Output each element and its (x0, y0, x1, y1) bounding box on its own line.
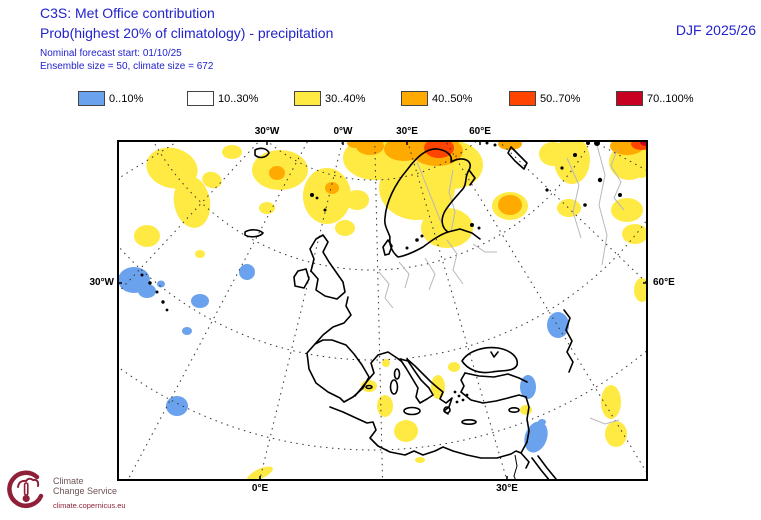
legend-item-40-50: 40..50% (401, 91, 472, 106)
c3s-logo-icon (7, 470, 44, 508)
legend-swatch-50-70 (509, 91, 536, 106)
legend-swatch-70-100 (616, 91, 643, 106)
legend-item-0-10: 0..10% (78, 91, 143, 106)
legend-swatch-40-50 (401, 91, 428, 106)
coastlines-layer (244, 146, 574, 481)
tick-top-0w: 0°W (333, 126, 353, 137)
tick-right-60e: 60°E (653, 277, 675, 288)
legend-label: 0..10% (109, 92, 144, 105)
c3s-name-line2: Change Service (53, 486, 118, 496)
legend-swatch-0-10 (78, 91, 105, 106)
c3s-website: climate.copernicus.eu (53, 501, 126, 510)
copernicus-c3s-logo: Climate Change Service climate.copernicu… (6, 470, 126, 512)
legend-label: 70..100% (647, 92, 694, 105)
legend-label: 10..30% (218, 92, 259, 105)
tick-bottom-30e: 30°E (496, 483, 518, 494)
legend-label: 40..50% (432, 92, 473, 105)
legend-item-30-40: 30..40% (294, 91, 365, 106)
forecast-start-text: Nominal forecast start: 01/10/25 (40, 48, 182, 59)
legend-item-50-70: 50..70% (509, 91, 580, 106)
legend-label: 50..70% (540, 92, 581, 105)
plot-subtitle: Prob(highest 20% of climatology) - preci… (40, 25, 334, 41)
plot-title: C3S: Met Office contribution (40, 5, 215, 21)
map-frame (117, 140, 648, 481)
prob-30-40-blobs (134, 140, 648, 481)
tick-top-60e: 60°E (469, 126, 491, 137)
c3s-logo-text: Climate Change Service climate.copernicu… (53, 476, 126, 510)
small-islands-layer (140, 140, 622, 404)
tick-bottom-0e: 0°E (251, 483, 269, 494)
legend-item-70-100: 70..100% (616, 91, 693, 106)
c3s-name-line1: Climate (53, 476, 84, 486)
legend-swatch-30-40 (294, 91, 321, 106)
legend-item-10-30: 10..30% (187, 91, 258, 106)
tick-top-30w: 30°W (254, 126, 280, 137)
ensemble-size-text: Ensemble size = 50, climate size = 672 (40, 61, 214, 72)
legend-label: 30..40% (325, 92, 366, 105)
country-borders-layer (378, 144, 625, 425)
season-label: DJF 2025/26 (675, 22, 756, 38)
legend-swatch-10-30 (187, 91, 214, 106)
europe-precipitation-probability-map (117, 140, 648, 481)
map-canvas (117, 140, 648, 481)
nile-river-line (513, 454, 518, 481)
tick-left-30w: 30°W (89, 277, 114, 288)
tick-top-30e: 30°E (396, 126, 418, 137)
